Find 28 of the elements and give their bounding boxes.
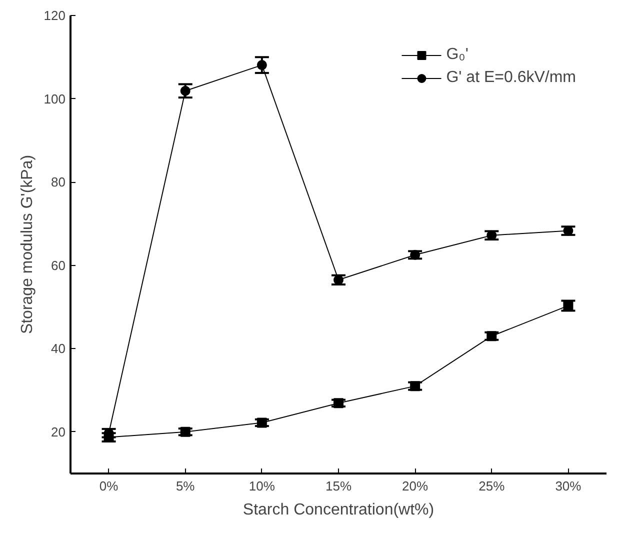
point [334,274,344,285]
point [256,418,267,428]
point [334,398,344,408]
point [410,381,420,392]
point [563,226,574,236]
x-axis-title: Starch Concentration(wt%) [242,502,434,518]
y-tick-label: 40 [51,341,66,356]
point [180,86,190,96]
x-tick-label: 15% [325,478,352,494]
point [486,331,497,342]
point [256,60,267,70]
point [563,300,574,311]
x-tick-label: 10% [248,478,276,494]
y-tick-label: 60 [51,258,66,273]
y-tick-label: 100 [44,91,66,106]
y-axis-title: Storage modulus G'(kPa) [18,154,36,334]
legend-label: G₀' [446,46,468,64]
x-tick-label: 0% [99,478,119,494]
x-tick-label: 25% [478,478,506,494]
y-tick-label: 20 [51,424,66,440]
x-tick-label: 20% [402,478,429,494]
x-tick-label: 5% [176,478,196,494]
point [180,426,190,437]
y-tick-label: 120 [44,8,66,23]
point [410,250,420,260]
legend-label: G' at E=0.6kV/mm [446,69,576,87]
y-tick-label: 80 [51,174,66,190]
x-tick-label: 30% [555,478,582,494]
